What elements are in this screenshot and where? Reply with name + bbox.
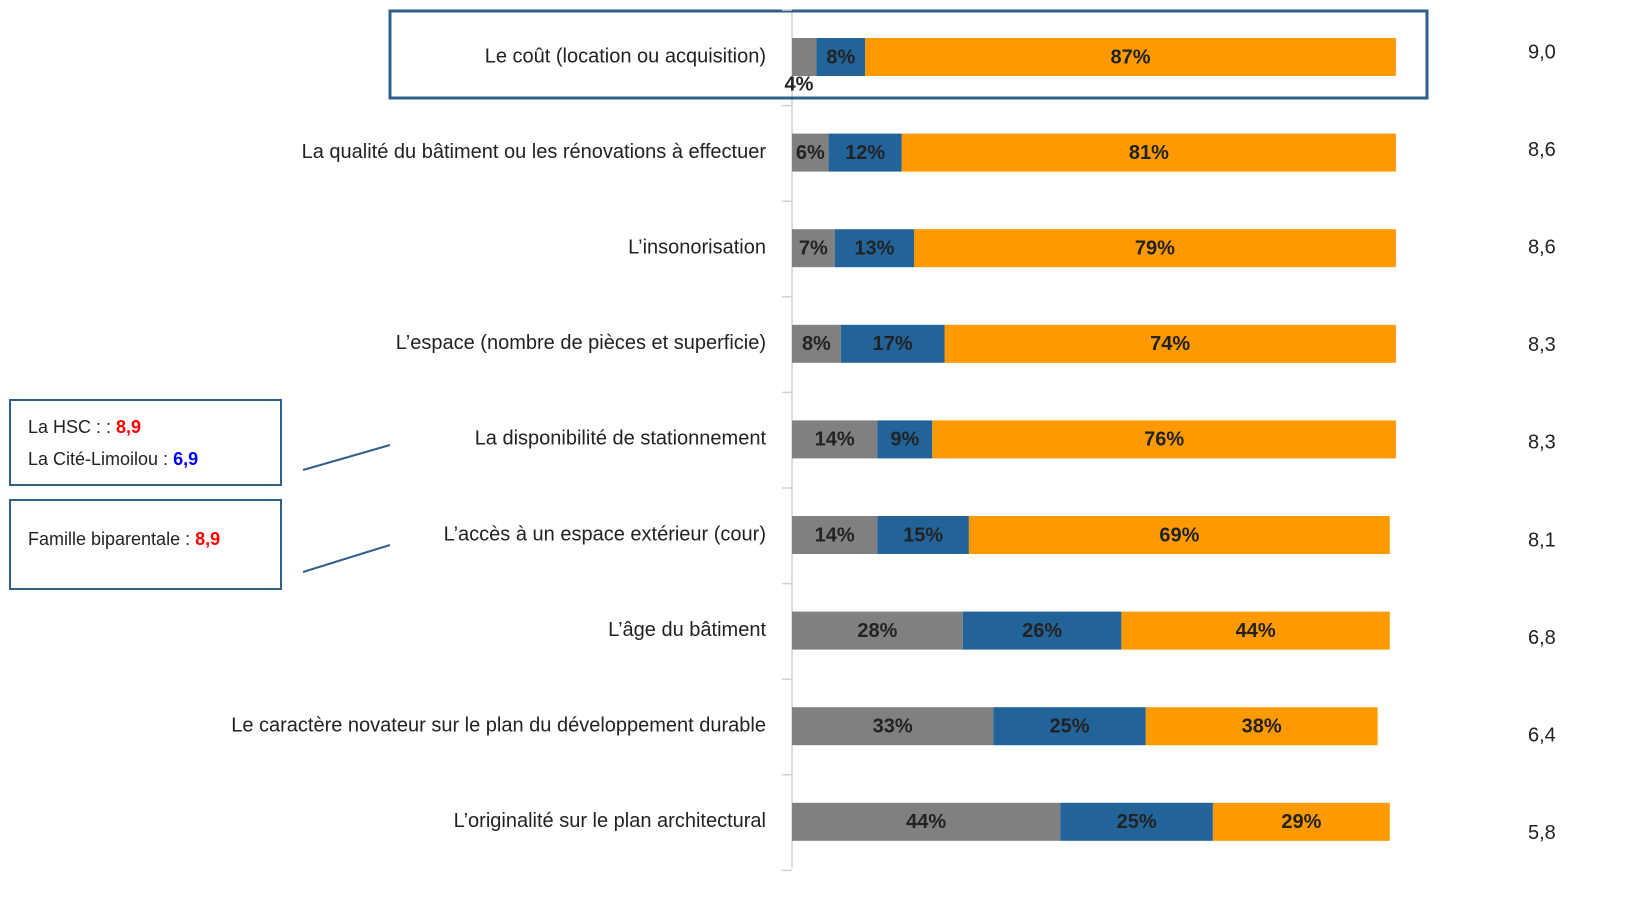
value-label: 25% [1117,811,1157,833]
bar-segment [792,420,878,459]
bar-segment [816,38,866,76]
bar-segment [877,420,933,459]
score-label: 5,8 [1528,822,1556,844]
category-label: Le caractère novateur sur le plan du dév… [231,714,766,736]
value-label: 38% [1242,715,1282,737]
annotation-label: La HSC : : [28,417,116,437]
value-label: 79% [1135,237,1175,259]
bar-segment [828,133,902,172]
bar-segment [792,802,1061,841]
annotation-value: 8,9 [195,529,220,549]
category-label: L’espace (nombre de pièces et superficie… [396,332,766,354]
value-label: 13% [854,237,894,259]
value-label: 14% [815,429,855,451]
score-label: 8,6 [1528,236,1556,258]
bar-segment [993,707,1146,746]
bar-segment [877,516,969,554]
category-label: La disponibilité de stationnement [475,428,767,450]
annotation-value: 8,9 [116,417,141,437]
bar-segment [840,324,945,363]
category-label: Le coût (location ou acquisition) [485,45,766,67]
annotation-label: Famille biparentale : [28,529,195,549]
annotation-box [9,499,282,590]
category-label: La qualité du bâtiment ou les rénovation… [302,141,767,163]
annotation-box [9,399,282,486]
bar-segment [792,229,835,268]
score-label: 8,1 [1528,529,1556,551]
value-label: 25% [1050,715,1090,737]
bar-segment [792,516,878,554]
value-label: 74% [1150,333,1190,355]
value-label: 87% [1111,46,1151,68]
value-label: 33% [873,715,913,737]
bar-segment [1212,802,1390,841]
value-label: 29% [1281,811,1321,833]
score-label: 9,0 [1528,41,1556,63]
score-label: 6,8 [1528,627,1556,649]
annotation: La HSC : : 8,9 [28,417,141,437]
value-label: 28% [857,620,897,642]
annotation: La Cité-Limoilou : 6,9 [28,449,198,469]
value-label: 6% [796,142,825,164]
value-label: 81% [1129,142,1169,164]
value-label: 76% [1144,429,1184,451]
bar-segment [792,611,963,650]
category-label: L’âge du bâtiment [608,619,766,641]
bar-segment [962,611,1122,650]
bar-segment [944,324,1396,363]
connector [302,444,391,471]
annotation: Famille biparentale : 8,9 [28,529,220,549]
score-label: 8,3 [1528,432,1556,454]
score-label: 8,3 [1528,334,1556,356]
value-label: 17% [873,333,913,355]
bar-segment [901,133,1396,172]
value-label: 4% [784,73,813,95]
bar-segment [968,516,1390,554]
bar-segment [914,229,1396,268]
connector [302,544,391,573]
category-label: L’originalité sur le plan architectural [454,810,766,832]
highlight-box [388,9,1429,100]
annotation-value: 6,9 [173,449,198,469]
bar-segment [932,420,1396,459]
bar-segment [834,229,914,268]
category-label: L’accès à un espace extérieur (cour) [444,523,766,545]
annotation-label: La Cité-Limoilou : [28,449,173,469]
value-label: 14% [815,524,855,546]
value-label: 44% [1236,620,1276,642]
value-label: 8% [802,333,831,355]
score-label: 8,6 [1528,139,1556,161]
value-label: 12% [845,142,885,164]
bar-segment [1060,802,1213,841]
bar-segment [792,324,841,363]
bar-segment [1145,707,1378,746]
value-label: 26% [1022,620,1062,642]
value-label: 9% [890,429,919,451]
score-label: 6,4 [1528,724,1556,746]
value-label: 69% [1159,524,1199,546]
bar-segment [792,133,829,172]
value-label: 7% [799,237,828,259]
bar-segment [865,38,1396,76]
value-label: 44% [906,811,946,833]
value-label: 8% [826,46,855,68]
category-label: L’insonorisation [628,236,766,258]
bar-segment [792,707,994,746]
bar-segment [792,38,817,76]
value-label: 15% [903,524,943,546]
bar-segment [1121,611,1390,650]
